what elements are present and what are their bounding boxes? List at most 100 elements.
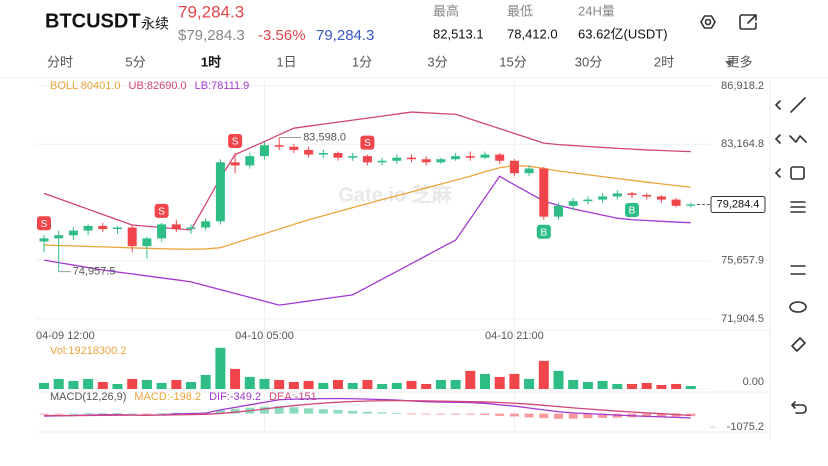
volume-bar xyxy=(39,382,49,389)
macd-bar xyxy=(451,413,461,415)
volume-bar xyxy=(597,380,608,389)
volume-bar xyxy=(450,379,461,389)
share-icon xyxy=(739,14,757,30)
volume-bar xyxy=(524,378,535,389)
macd-bar xyxy=(260,406,269,414)
interval-tab[interactable]: 15分 xyxy=(499,54,526,69)
zigzag-tool[interactable] xyxy=(789,135,807,143)
interval-tab[interactable]: 5分 xyxy=(125,54,145,69)
low-label: 74,957.5 xyxy=(73,266,116,278)
volume-bar xyxy=(685,385,696,389)
settings-icon xyxy=(700,15,716,29)
macd-bar xyxy=(686,413,696,417)
x-tick-label: 04-09 12:00 xyxy=(36,330,95,342)
usd-price: $79,284.3 xyxy=(178,27,245,44)
candle-body xyxy=(392,157,402,161)
candle-body xyxy=(142,238,152,247)
candle-body xyxy=(642,194,652,197)
volume-bar xyxy=(68,380,79,389)
macd-legend: DEA:-151 xyxy=(269,391,317,403)
last-price-box xyxy=(710,195,766,213)
macd-bar xyxy=(583,413,593,419)
volume-bar xyxy=(333,379,343,389)
bollinger-line xyxy=(43,111,691,231)
interval-tab[interactable]: 1分 xyxy=(352,54,372,69)
macd-bar xyxy=(421,413,431,415)
candle-body xyxy=(495,154,505,161)
volume-bar xyxy=(421,383,432,389)
x-tick-label: 04-10 21:00 xyxy=(485,330,544,342)
interval-tab[interactable]: 2时 xyxy=(654,54,674,69)
interval-tab[interactable]: 1日 xyxy=(276,54,296,69)
signal-label: S xyxy=(364,138,371,149)
volume-bar xyxy=(377,383,388,389)
macd-bar xyxy=(656,413,666,417)
interval-tab[interactable]: 更多 xyxy=(726,54,752,69)
visibility-tool[interactable] xyxy=(789,301,807,313)
candle-body xyxy=(686,204,696,206)
interval-tab[interactable]: 30分 xyxy=(575,54,602,69)
share-button[interactable] xyxy=(739,14,757,30)
candle-body xyxy=(465,156,475,158)
candle-body xyxy=(83,225,93,231)
candle-body xyxy=(215,162,225,222)
volume-bar xyxy=(627,383,637,389)
undo-tool[interactable] xyxy=(791,401,807,414)
candle-body xyxy=(171,224,181,230)
candle-body xyxy=(407,157,416,160)
volume-bar xyxy=(97,381,108,389)
macd-bar xyxy=(671,413,681,417)
change: -3.56% xyxy=(258,27,306,44)
interval-tab[interactable]: 3分 xyxy=(427,54,447,69)
y-tick-label: 86,918.2 xyxy=(721,80,764,92)
fib-tool[interactable] xyxy=(790,201,806,213)
more-caret xyxy=(725,61,733,66)
volume-bar xyxy=(303,380,314,389)
macd-bar xyxy=(142,413,152,415)
interval-tab[interactable]: 1时 xyxy=(201,54,221,69)
macd-bar xyxy=(54,413,64,415)
candle-body xyxy=(127,227,137,247)
macd-bar xyxy=(495,413,505,416)
volume-bar xyxy=(83,378,94,389)
volume-legend: Vol:19218300.2 xyxy=(50,345,126,357)
stat-value: 78,412.0 xyxy=(507,26,558,41)
volume-bar xyxy=(259,378,270,389)
settings-button[interactable] xyxy=(700,15,716,29)
candle-body xyxy=(421,159,431,163)
macd-bar xyxy=(39,413,49,415)
contract-type: 永续 xyxy=(141,16,169,32)
volume-bar xyxy=(156,382,167,389)
candle-body xyxy=(568,201,578,206)
volume-bar xyxy=(641,382,652,389)
macd-bar xyxy=(539,413,549,419)
measure-tool[interactable] xyxy=(790,265,806,275)
candle-body xyxy=(377,160,387,163)
macd-bar xyxy=(318,409,328,414)
macd-bar xyxy=(98,413,108,414)
line-tool[interactable] xyxy=(790,97,806,113)
candle-body xyxy=(656,196,666,200)
macd-bar xyxy=(362,411,372,414)
drawing-toolbar xyxy=(775,97,807,414)
interval-tab[interactable]: 分时 xyxy=(47,54,73,69)
y-tick-label: 71,904.5 xyxy=(721,313,764,325)
x-tick-label: 04-10 05:00 xyxy=(235,330,294,342)
volume-bar xyxy=(509,373,520,389)
erase-tool[interactable] xyxy=(791,337,806,352)
volume-bar xyxy=(568,379,579,389)
shape-tool[interactable] xyxy=(790,166,805,180)
expand-chevrons[interactable] xyxy=(775,100,781,178)
band-legend: UB:82690.0 xyxy=(129,80,187,92)
signal-badge xyxy=(536,224,551,239)
candle-body xyxy=(289,146,299,150)
stat-label: 最低 xyxy=(507,3,533,18)
candle-body xyxy=(201,221,211,228)
dea-line xyxy=(43,399,691,417)
candle-body xyxy=(54,235,64,239)
macd-bar xyxy=(465,413,475,415)
signal-label: S xyxy=(158,206,165,217)
volume-bar xyxy=(215,347,226,389)
stat-label: 24H量 xyxy=(578,3,615,18)
